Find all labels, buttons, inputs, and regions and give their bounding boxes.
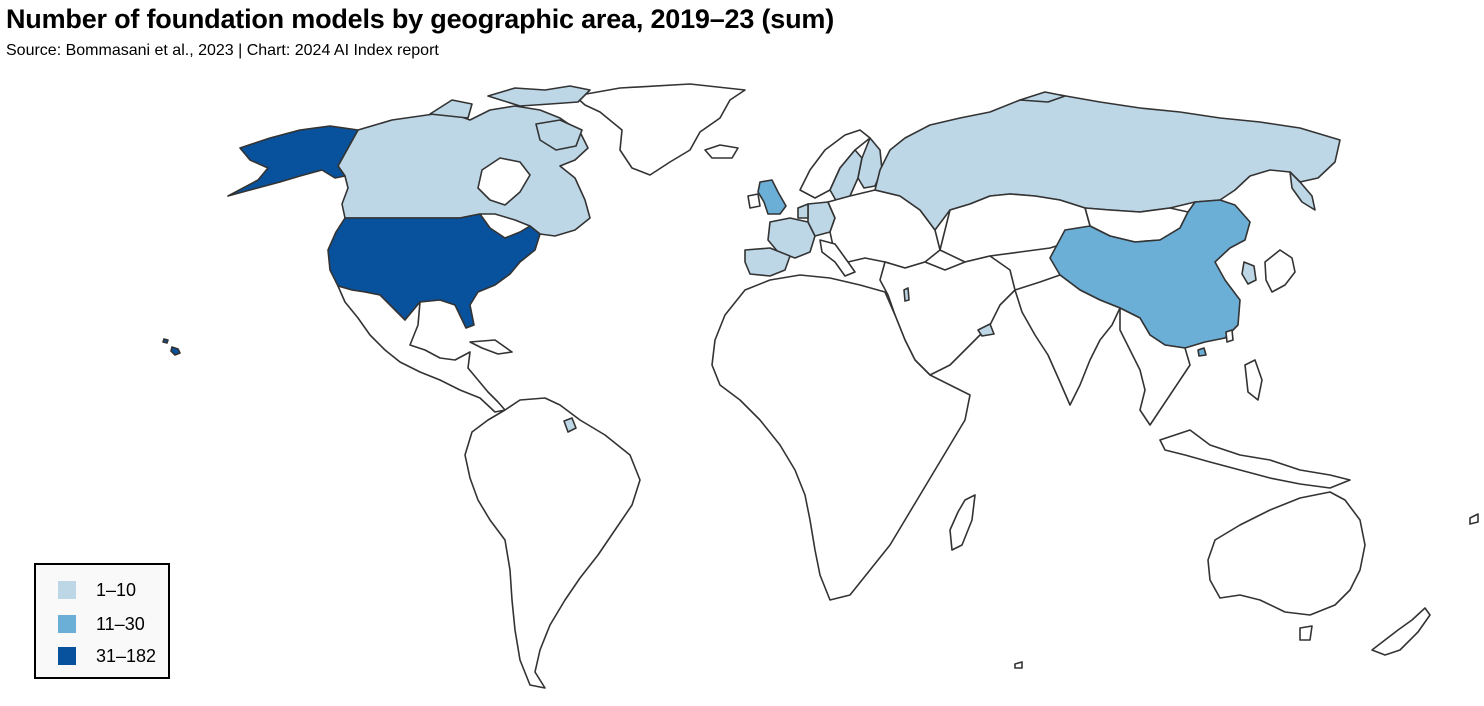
legend-label-3: 31–182 [96,645,157,666]
region-cuba [469,339,513,355]
chart-title: Number of foundation models by geographi… [6,4,834,34]
region-kamchatka [1289,171,1316,211]
legend-swatch-2 [58,615,76,633]
chart-subtitle: Source: Bommasani et al., 2023 | Chart: … [6,42,439,59]
legend-item-3: 31–182 [58,645,156,667]
region-canada-islands-2 [487,85,591,107]
region-uae [977,323,995,337]
region-israel [903,287,910,302]
region-southeast-asia [1119,307,1191,426]
region-south-korea [1241,261,1257,285]
region-alaska [227,125,359,197]
region-france [767,217,816,259]
region-canada-islands-1 [429,99,473,119]
region-taiwan [1225,329,1234,343]
legend-label-2: 11–30 [96,613,145,634]
region-south-america [464,397,641,689]
region-indonesia [1159,429,1351,489]
legend-swatch-1 [58,581,76,599]
region-hong-kong [1197,347,1207,357]
region-spain [744,247,791,277]
region-netherlands [797,203,809,219]
region-ireland [747,193,761,209]
legend-swatch-3 [58,647,76,665]
region-iceland [704,144,739,159]
region-hawaii-2 [162,338,169,344]
region-africa [711,274,971,601]
region-italy [819,239,856,277]
hudson-bay [477,157,531,206]
region-united-kingdom [757,179,787,215]
region-tasmania [1299,625,1313,641]
region-new-zealand [1371,607,1431,656]
region-russia-island [1019,91,1066,103]
region-small-island-1 [1014,661,1023,669]
region-greenland [574,83,746,176]
region-kazakhstan [939,193,1091,263]
region-hawaii [170,346,181,356]
region-guiana [563,417,577,433]
region-mexico [337,285,506,413]
legend: 1–10 11–30 31–182 [34,563,170,679]
legend-label-1: 1–10 [96,579,137,600]
region-india [1014,274,1121,406]
region-canada-islands-3 [535,119,583,151]
region-australia [1207,491,1366,616]
region-madagascar [949,494,976,551]
region-philippines [1244,359,1263,401]
legend-item-2: 11–30 [58,613,145,635]
legend-item-1: 1–10 [58,579,136,601]
region-japan [1264,249,1296,293]
region-small-island-2 [1469,513,1479,525]
